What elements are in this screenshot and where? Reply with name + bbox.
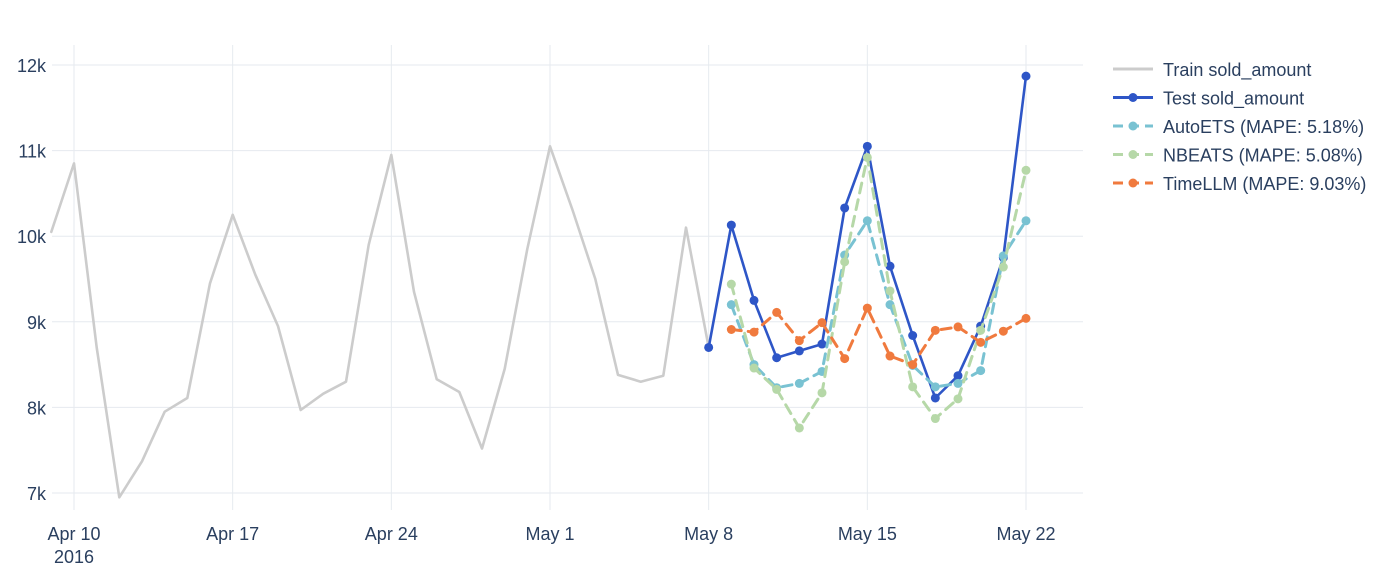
legend-item-timellm[interactable]: TimeLLM (MAPE: 9.03%) bbox=[1113, 174, 1366, 194]
y-axis-ticks: 7k 8k 9k 10k 11k 12k bbox=[17, 56, 47, 504]
data-point-timellm bbox=[726, 325, 736, 335]
data-point-nbeats bbox=[908, 382, 918, 392]
data-point-timellm bbox=[885, 351, 895, 361]
x-tick-label: May 1 bbox=[525, 524, 574, 544]
data-point-nbeats bbox=[976, 325, 986, 335]
x-tick-label: Apr 24 bbox=[365, 524, 418, 544]
data-point-autoets bbox=[862, 216, 872, 226]
data-point-timellm bbox=[772, 307, 782, 317]
grid bbox=[52, 45, 1083, 510]
data-point-autoets bbox=[1021, 216, 1031, 226]
data-point-test bbox=[772, 353, 782, 363]
legend-marker bbox=[1128, 178, 1138, 188]
x-tick-label: May 22 bbox=[996, 524, 1055, 544]
data-point-timellm bbox=[817, 318, 827, 328]
legend[interactable]: Train sold_amount Test sold_amount AutoETS… bbox=[1113, 60, 1366, 194]
data-point-test bbox=[953, 371, 963, 381]
data-point-autoets bbox=[953, 378, 963, 388]
data-point-nbeats bbox=[749, 363, 759, 373]
data-point-autoets bbox=[726, 300, 736, 310]
data-point-test bbox=[1021, 71, 1031, 81]
x-tick-year-label: 2016 bbox=[54, 547, 94, 567]
data-point-test bbox=[726, 220, 736, 230]
x-axis-ticks: Apr 10 2016 Apr 17 Apr 24 May 1 May 8 May 15 Ma… bbox=[47, 524, 1055, 567]
y-tick-label: 9k bbox=[27, 313, 47, 333]
y-tick-label: 12k bbox=[17, 56, 47, 76]
data-point-nbeats bbox=[885, 286, 895, 296]
data-point-test bbox=[908, 330, 918, 340]
series-nbeats bbox=[726, 152, 1031, 433]
data-point-test bbox=[885, 261, 895, 271]
series-timellm bbox=[726, 303, 1031, 370]
data-point-test bbox=[930, 393, 940, 403]
data-point-autoets bbox=[794, 378, 804, 388]
x-tick-label: Apr 10 bbox=[47, 524, 100, 544]
x-tick-label: May 15 bbox=[838, 524, 897, 544]
data-point-nbeats bbox=[794, 423, 804, 433]
legend-item-autoets[interactable]: AutoETS (MAPE: 5.18%) bbox=[1113, 117, 1364, 137]
series-line-train bbox=[50, 145, 710, 499]
legend-item-test[interactable]: Test sold_amount bbox=[1113, 89, 1304, 110]
legend-marker bbox=[1128, 93, 1138, 102]
data-point-timellm bbox=[930, 325, 940, 335]
series-autoets bbox=[726, 216, 1031, 393]
legend-label: Test sold_amount bbox=[1163, 89, 1304, 110]
y-tick-label: 10k bbox=[17, 227, 47, 247]
data-point-test bbox=[749, 295, 759, 305]
data-point-timellm bbox=[840, 354, 850, 364]
data-point-test bbox=[704, 342, 714, 352]
series-line-timellm bbox=[729, 306, 1028, 367]
data-point-nbeats bbox=[953, 394, 963, 404]
legend-marker bbox=[1128, 121, 1138, 131]
data-point-nbeats bbox=[862, 152, 872, 162]
data-point-timellm bbox=[953, 322, 963, 332]
data-point-test bbox=[840, 203, 850, 213]
legend-item-train[interactable]: Train sold_amount bbox=[1113, 60, 1311, 81]
data-point-autoets bbox=[930, 382, 940, 392]
data-point-nbeats bbox=[817, 388, 827, 398]
data-point-timellm bbox=[998, 326, 1008, 336]
data-point-timellm bbox=[862, 303, 872, 313]
data-point-nbeats bbox=[1021, 165, 1031, 175]
y-tick-label: 11k bbox=[18, 142, 47, 162]
series-line-autoets bbox=[729, 219, 1028, 390]
data-point-timellm bbox=[794, 336, 804, 346]
data-point-nbeats bbox=[772, 384, 782, 394]
series-lines bbox=[50, 71, 1031, 499]
series-train bbox=[50, 145, 710, 499]
data-point-timellm bbox=[1021, 313, 1031, 323]
legend-label: Train sold_amount bbox=[1163, 60, 1311, 81]
data-point-autoets bbox=[976, 366, 986, 376]
legend-label: TimeLLM (MAPE: 9.03%) bbox=[1163, 174, 1366, 194]
data-point-nbeats bbox=[840, 257, 850, 267]
data-point-timellm bbox=[749, 327, 759, 337]
legend-label: AutoETS (MAPE: 5.18%) bbox=[1163, 117, 1364, 137]
x-tick-label: May 8 bbox=[684, 524, 733, 544]
data-point-timellm bbox=[908, 360, 918, 370]
legend-label: NBEATS (MAPE: 5.08%) bbox=[1163, 146, 1363, 166]
data-point-nbeats bbox=[726, 279, 736, 289]
data-point-nbeats bbox=[998, 262, 1008, 272]
y-tick-label: 7k bbox=[27, 484, 47, 504]
data-point-test bbox=[794, 346, 804, 356]
legend-marker bbox=[1128, 150, 1138, 159]
data-point-test bbox=[862, 141, 872, 151]
data-point-nbeats bbox=[930, 414, 940, 424]
y-tick-label: 8k bbox=[27, 398, 47, 418]
legend-item-nbeats[interactable]: NBEATS (MAPE: 5.08%) bbox=[1113, 146, 1363, 166]
x-tick-label: Apr 17 bbox=[206, 524, 259, 544]
data-point-timellm bbox=[976, 337, 986, 347]
data-point-test bbox=[817, 339, 827, 349]
